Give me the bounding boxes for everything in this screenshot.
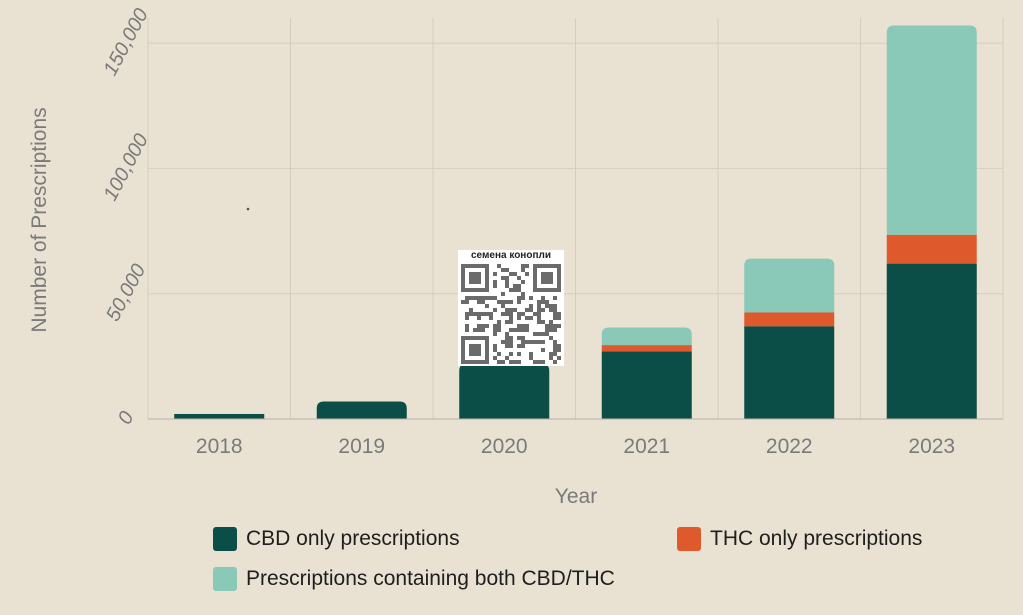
- bar-2023-prescriptions-containing-both-cbd-thc: [886, 25, 977, 235]
- qr-code-overlay[interactable]: семена конопли: [458, 250, 564, 366]
- axis-layer: 2018 2019 2020 2021 2022 2023 0 50,000 100,000 15…: [100, 5, 1003, 458]
- bar-2023-thc-only-prescriptions: [886, 234, 977, 264]
- bar-2021-cbd-only-prescriptions: [601, 351, 692, 419]
- bar-2021-thc-only-prescriptions: [601, 345, 692, 352]
- bars-layer: [174, 25, 977, 419]
- bar-2023-cbd-only-prescriptions: [886, 263, 977, 419]
- bar-2022-cbd-only-prescriptions: [744, 326, 835, 419]
- y-axis-title: Number of Prescriptions: [28, 107, 51, 332]
- qr-caption: семена конопли: [471, 250, 551, 261]
- bar-2022-thc-only-prescriptions: [744, 312, 835, 327]
- bar-2020-cbd-only-prescriptions: [459, 363, 550, 419]
- y-tick-label: 0: [114, 408, 139, 428]
- grid-layer: [147, 18, 1004, 420]
- y-tick-label: 100,000: [100, 130, 153, 204]
- bar-2021-prescriptions-containing-both-cbd-thc: [601, 327, 692, 346]
- x-tick-label: 2021: [623, 435, 670, 458]
- x-tick-label: 2018: [196, 435, 243, 458]
- x-tick-label: 2019: [338, 435, 385, 458]
- y-tick-label: 50,000: [102, 261, 150, 325]
- x-tick-label: 2020: [481, 435, 528, 458]
- y-tick-label: 150,000: [100, 5, 153, 79]
- stray-dot: [246, 207, 250, 211]
- bar-2018-cbd-only-prescriptions: [174, 413, 265, 419]
- x-tick-label: 2023: [908, 435, 955, 458]
- bar-2022-prescriptions-containing-both-cbd-thc: [744, 258, 835, 313]
- qr-code-icon: [461, 264, 561, 364]
- bar-2019-cbd-only-prescriptions: [316, 401, 407, 419]
- x-axis-title: Year: [555, 485, 597, 508]
- x-tick-label: 2022: [766, 435, 813, 458]
